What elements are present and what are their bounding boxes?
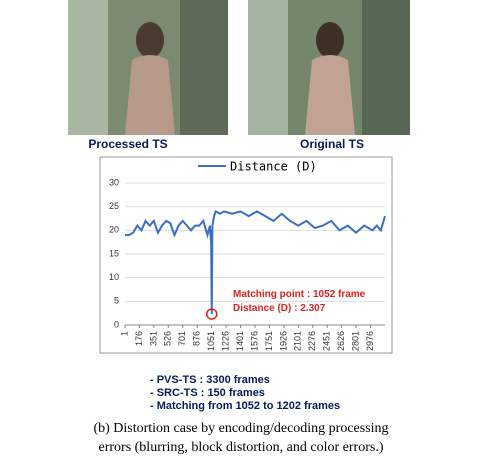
x-tick-label: 351 — [148, 331, 158, 346]
photo-processed — [68, 0, 228, 135]
x-tick-label: 701 — [177, 331, 187, 346]
note: - Matching from 1052 to 1202 frames — [150, 400, 340, 412]
y-tick-label: 0 — [114, 319, 119, 329]
image-label: Original TS — [300, 137, 364, 151]
x-tick-label: 2801 — [350, 331, 360, 351]
x-tick-label: 1751 — [264, 331, 274, 351]
x-tick-label: 2451 — [322, 331, 332, 351]
legend-label: Distance (D) — [230, 160, 317, 174]
note: - SRC-TS : 150 frames — [150, 387, 265, 399]
annotation: Distance (D) : 2.307 — [233, 303, 326, 314]
y-tick-label: 15 — [109, 248, 119, 258]
image-label: Processed TS — [88, 137, 167, 151]
figure: Processed TS Original TS Distance (D) Ma… — [0, 0, 483, 475]
x-tick-label: 176 — [134, 331, 144, 346]
y-tick-label: 5 — [114, 296, 119, 306]
x-tick-label: 2976 — [365, 331, 375, 351]
x-tick-label: 2101 — [293, 331, 303, 351]
x-tick-label: 1401 — [235, 331, 245, 351]
y-tick-label: 30 — [109, 177, 119, 187]
x-tick-label: 1 — [119, 331, 129, 336]
page: Processed TS Original TS Distance (D) Ma… — [0, 0, 483, 475]
photo-original — [248, 0, 410, 135]
x-tick-label: 2276 — [307, 331, 317, 351]
chart-frame — [100, 157, 392, 353]
note: - PVS-TS : 3300 frames — [150, 374, 270, 386]
y-tick-label: 25 — [109, 201, 119, 211]
y-tick-label: 10 — [109, 272, 119, 282]
annotation: Matching point : 1052 frame — [233, 289, 366, 300]
caption: errors (blurring, block distortion, and … — [99, 440, 384, 455]
x-tick-label: 1576 — [249, 331, 259, 351]
y-tick-label: 20 — [109, 225, 119, 235]
x-tick-label: 526 — [163, 331, 173, 346]
x-tick-label: 1226 — [220, 331, 230, 351]
x-tick-label: 1051 — [206, 331, 216, 351]
x-tick-label: 2626 — [336, 331, 346, 351]
caption: (b) Distortion case by encoding/decoding… — [93, 421, 388, 436]
x-tick-label: 876 — [192, 331, 202, 346]
x-tick-label: 1926 — [278, 331, 288, 351]
